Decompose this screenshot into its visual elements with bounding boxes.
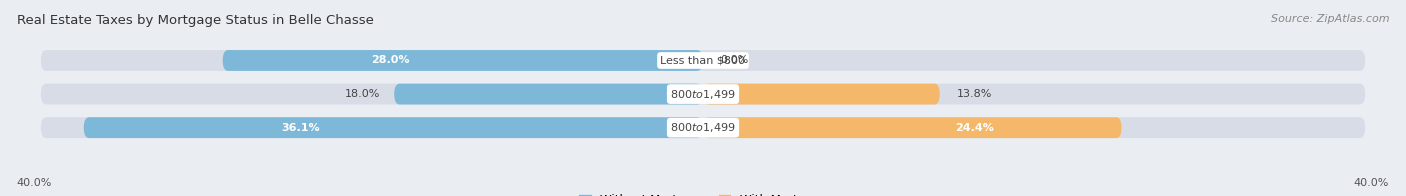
FancyBboxPatch shape	[222, 50, 703, 71]
FancyBboxPatch shape	[84, 117, 703, 138]
Text: Source: ZipAtlas.com: Source: ZipAtlas.com	[1271, 14, 1389, 24]
Text: 36.1%: 36.1%	[281, 123, 319, 133]
Text: 24.4%: 24.4%	[956, 123, 994, 133]
Text: 0.0%: 0.0%	[720, 55, 748, 65]
Text: 28.0%: 28.0%	[371, 55, 411, 65]
Text: 40.0%: 40.0%	[1354, 178, 1389, 188]
FancyBboxPatch shape	[703, 84, 939, 104]
FancyBboxPatch shape	[41, 84, 1365, 104]
FancyBboxPatch shape	[394, 84, 703, 104]
Text: Less than $800: Less than $800	[661, 55, 745, 65]
Text: Real Estate Taxes by Mortgage Status in Belle Chasse: Real Estate Taxes by Mortgage Status in …	[17, 14, 374, 27]
FancyBboxPatch shape	[703, 117, 1122, 138]
Text: 13.8%: 13.8%	[957, 89, 993, 99]
Text: 40.0%: 40.0%	[17, 178, 52, 188]
FancyBboxPatch shape	[41, 117, 1365, 138]
Text: $800 to $1,499: $800 to $1,499	[671, 121, 735, 134]
Text: 18.0%: 18.0%	[344, 89, 381, 99]
Legend: Without Mortgage, With Mortgage: Without Mortgage, With Mortgage	[574, 189, 832, 196]
FancyBboxPatch shape	[41, 50, 1365, 71]
Text: $800 to $1,499: $800 to $1,499	[671, 88, 735, 101]
